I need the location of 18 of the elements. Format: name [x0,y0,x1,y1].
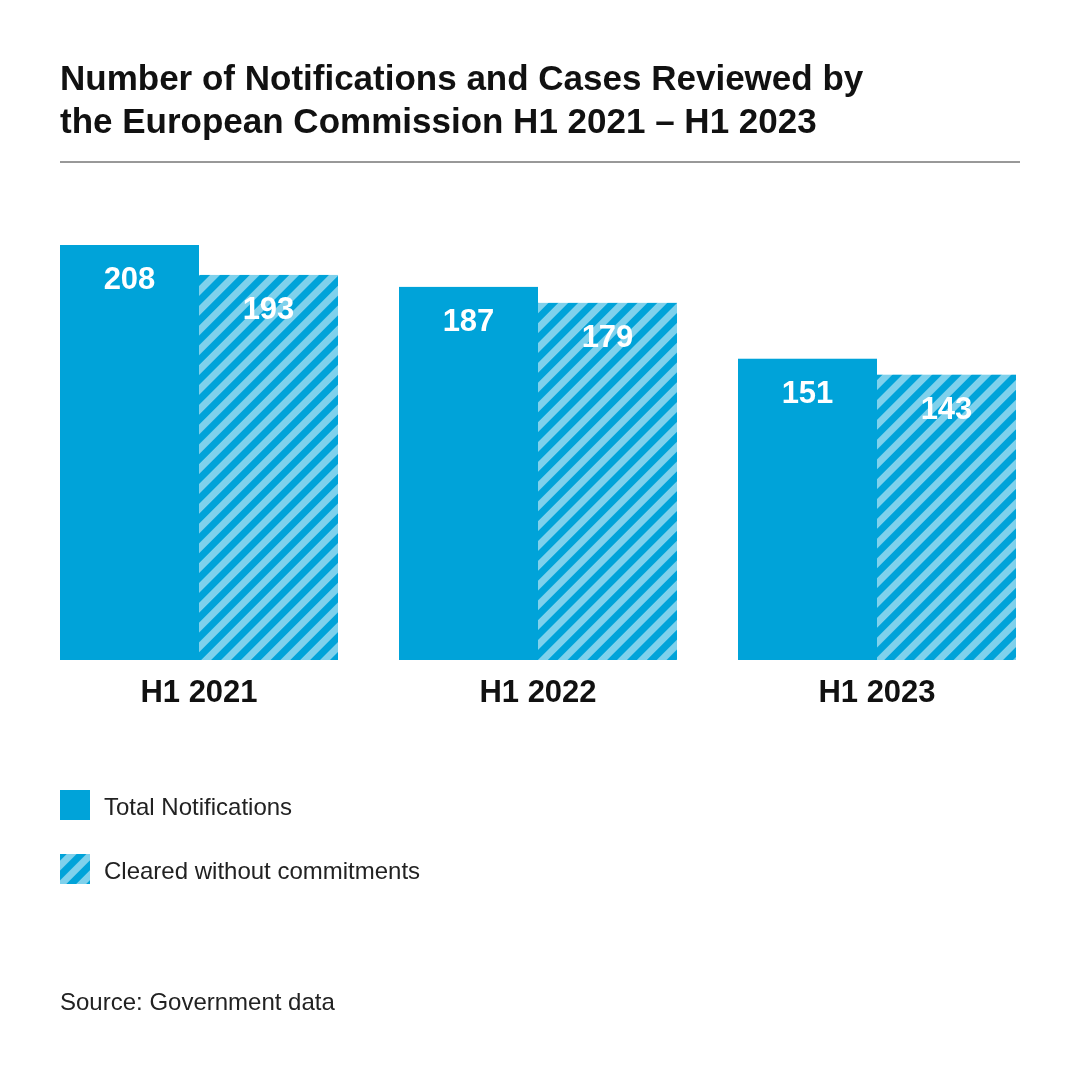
bar [538,302,677,660]
bar [399,286,538,660]
bar [199,274,338,660]
data-label: 187 [442,302,495,338]
x-tick-label: H1 2021 [140,674,258,709]
data-label: 208 [103,261,156,296]
data-label: 143 [920,390,973,426]
data-label: 151 [781,374,834,410]
legend-label: Total Notifications [104,793,293,820]
legend-label: Cleared without commitments [104,857,421,884]
x-tick-label: H1 2023 [818,674,936,709]
source-note: Source: Government data [60,988,336,1015]
bar [738,358,877,660]
x-tick-label: H1 2022 [479,674,597,709]
bar [877,374,1016,660]
bar [60,245,199,660]
chart-title: Number of Notifications and Cases Reviewed by the European Commission H1 2021 – H1 2023 [60,58,864,140]
data-label: 193 [242,290,295,326]
